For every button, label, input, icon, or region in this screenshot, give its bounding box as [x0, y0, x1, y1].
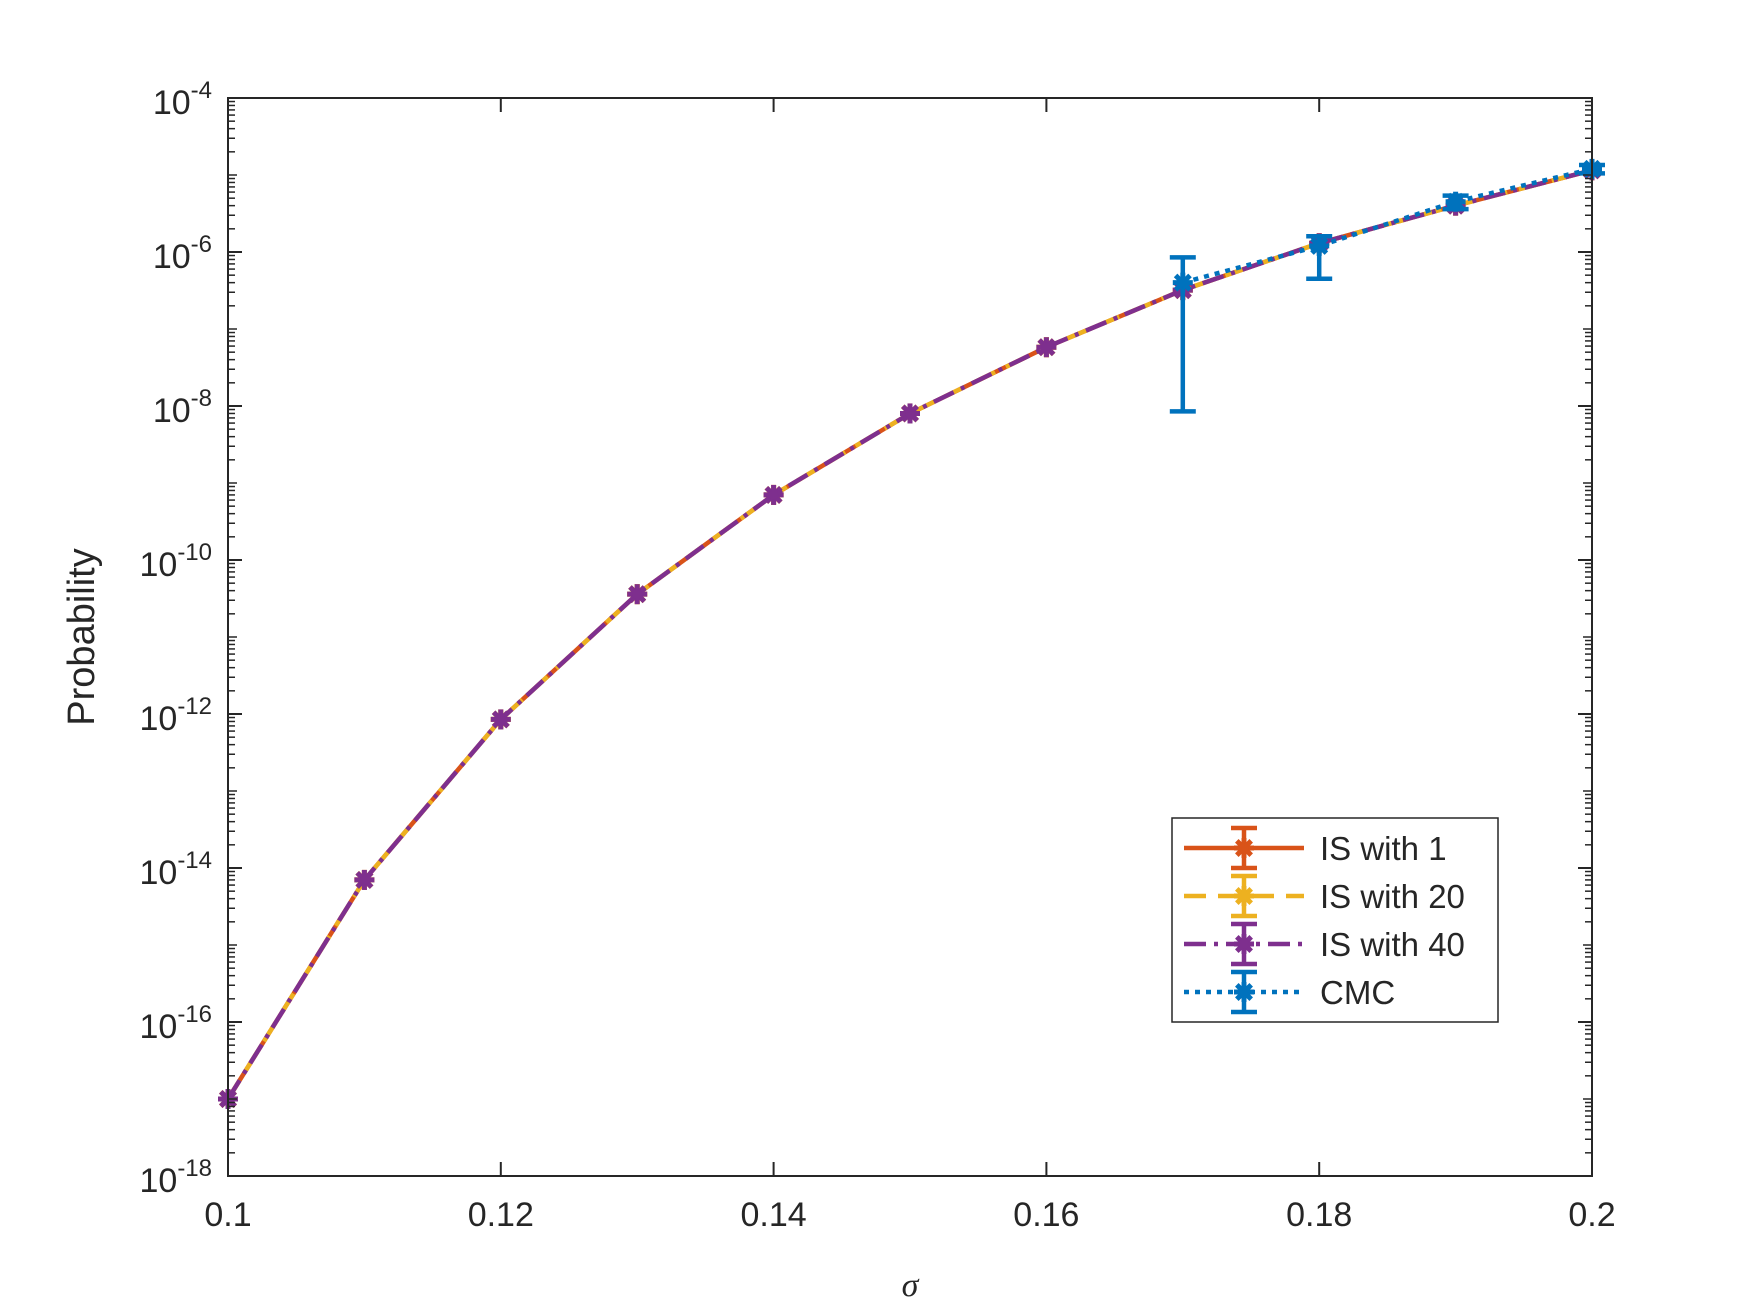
- x-tick-label: 0.1: [204, 1196, 251, 1234]
- legend-label: CMC: [1320, 974, 1395, 1011]
- x-tick-label: 0.18: [1286, 1196, 1352, 1234]
- axes-layer: 0.1 0.12 0.14 0.16 0.18 0.2 10-18 10-16 10-14 10-…: [139, 77, 1615, 1234]
- y-axis-label: Probability: [61, 548, 103, 725]
- legend-marker: [1234, 886, 1254, 906]
- legend-marker: [1234, 934, 1254, 954]
- y-tick-label: 10-10: [139, 539, 212, 584]
- x-tick-label: 0.16: [1013, 1196, 1079, 1234]
- legend-label: IS with 1: [1320, 830, 1447, 867]
- data-point: [1172, 272, 1193, 293]
- legend-marker: [1234, 838, 1254, 858]
- legend: IS with 1 IS with 20 IS with 40 CMC: [1171, 817, 1499, 1023]
- data-point: [900, 403, 920, 424]
- series-line: [1182, 166, 1593, 285]
- series-layer: [218, 158, 1605, 1109]
- data-point: [1036, 337, 1057, 358]
- legend-box: [1171, 817, 1499, 1023]
- y-tick-label: 10-8: [153, 385, 212, 430]
- x-tick-label: 0.2: [1568, 1196, 1615, 1234]
- legend-item: IS with 40: [1184, 921, 1465, 967]
- x-tick-label: 0.12: [468, 1196, 534, 1234]
- data-point: [763, 484, 784, 505]
- x-tick-label: 0.14: [741, 1196, 807, 1234]
- y-tick-label: 10-16: [139, 1001, 212, 1046]
- data-point: [627, 584, 648, 605]
- data-point: [1445, 191, 1466, 212]
- legend-item: IS with 1: [1184, 825, 1447, 871]
- legend-marker: [1234, 982, 1254, 1002]
- legend-item: CMC: [1184, 969, 1395, 1015]
- data-point: [354, 869, 375, 890]
- legend-label: IS with 20: [1320, 878, 1465, 915]
- y-tick-label: 10-4: [153, 77, 212, 122]
- y-tick-label: 10-6: [153, 231, 212, 276]
- y-tick-label: 10-14: [139, 847, 212, 892]
- legend-label: IS with 40: [1320, 926, 1465, 963]
- y-tick-label: 10-18: [139, 1155, 212, 1200]
- series-cmc: [1169, 158, 1605, 414]
- x-axis-label: σ: [902, 1267, 920, 1304]
- data-point: [490, 709, 511, 730]
- legend-item: IS with 20: [1184, 873, 1465, 919]
- y-tick-label: 10-12: [139, 693, 212, 738]
- data-point: [1309, 235, 1330, 256]
